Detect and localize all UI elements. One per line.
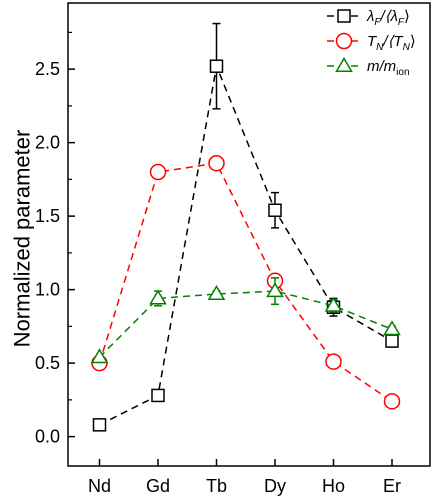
legend: λF/⟨λF⟩ TN/⟨TN⟩ m/mion bbox=[327, 8, 416, 78]
data-point-lambda bbox=[385, 334, 399, 348]
data-point-lambda bbox=[209, 59, 224, 73]
x-tick-label: Nd bbox=[88, 476, 111, 496]
legend-marker bbox=[335, 57, 353, 72]
legend-item-tn: TN/⟨TN⟩ bbox=[327, 32, 416, 53]
series-line-lambda bbox=[99, 63, 393, 426]
series-lambda bbox=[92, 22, 399, 432]
y-axis: 0.0 0.5 1.0 1.5 2.0 2.5 bbox=[35, 31, 75, 447]
y-tick-label: 1.5 bbox=[35, 206, 60, 226]
data-point-tn bbox=[383, 393, 401, 410]
x-tick-label: Er bbox=[383, 476, 401, 496]
legend-label: TN/⟨TN⟩ bbox=[367, 33, 416, 53]
data-point-tn bbox=[325, 353, 342, 370]
legend-item-mass: m/mion bbox=[327, 57, 410, 78]
x-tick-label: Ho bbox=[322, 476, 345, 496]
data-point-lambda bbox=[92, 418, 107, 432]
legend-marker bbox=[337, 9, 351, 23]
x-tick-label: Gd bbox=[146, 476, 170, 496]
legend-item-lambda: λF/⟨λF⟩ bbox=[327, 8, 410, 28]
data-point-mass bbox=[324, 296, 343, 312]
data-point-lambda bbox=[268, 203, 282, 217]
y-tick-label: 0.0 bbox=[35, 427, 60, 447]
plot-area bbox=[90, 22, 401, 432]
y-tick-label: 2.0 bbox=[35, 133, 60, 153]
data-point-lambda bbox=[151, 388, 165, 403]
y-tick-label: 1.0 bbox=[35, 280, 60, 300]
series-line-tn bbox=[98, 162, 393, 402]
series-line-mass bbox=[98, 290, 393, 358]
x-tick-label: Dy bbox=[264, 476, 286, 496]
plot-frame bbox=[67, 2, 431, 467]
data-point-mass bbox=[207, 285, 226, 301]
legend-label: m/mion bbox=[367, 58, 410, 78]
series-tn bbox=[91, 154, 401, 410]
legend-label: λF/⟨λF⟩ bbox=[366, 8, 410, 28]
data-point-mass bbox=[149, 289, 167, 305]
data-point-mass bbox=[383, 320, 401, 336]
x-tick-label: Tb bbox=[206, 476, 227, 496]
y-axis-title: Normalized parameter bbox=[10, 130, 35, 348]
x-axis: Nd Gd Tb Dy Ho Er bbox=[88, 459, 401, 496]
data-point-mass bbox=[90, 348, 109, 364]
legend-marker bbox=[335, 32, 353, 50]
y-tick-label: 2.5 bbox=[35, 59, 60, 79]
series-mass bbox=[90, 277, 401, 364]
data-point-mass bbox=[266, 282, 284, 298]
y-tick-label: 0.5 bbox=[35, 353, 60, 373]
data-point-tn bbox=[149, 163, 167, 181]
data-point-tn bbox=[208, 154, 225, 172]
